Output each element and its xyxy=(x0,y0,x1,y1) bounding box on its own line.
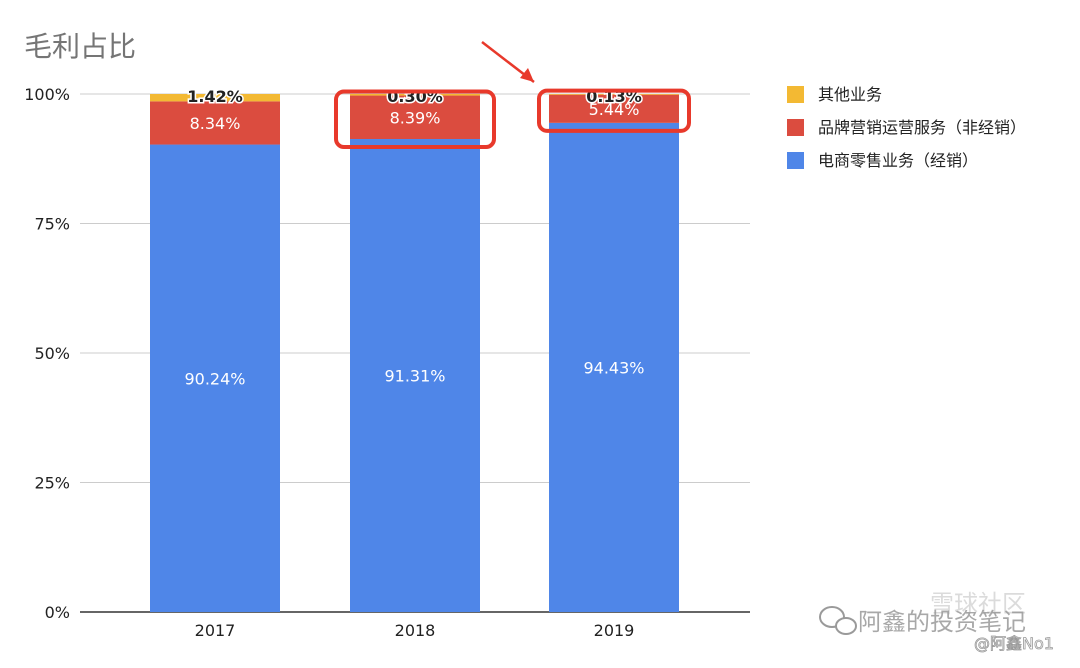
bars: 90.24%8.34%1.42%91.31%8.39%0.30%94.43%5.… xyxy=(150,86,679,612)
watermark-main: 阿鑫的投资笔记 xyxy=(858,608,1026,636)
y-tick-label: 50% xyxy=(34,344,70,363)
bar-segment xyxy=(150,94,280,102)
bar-segment xyxy=(150,101,280,145)
x-axis: 2017 2018 2019 xyxy=(195,621,635,640)
highlight-box xyxy=(334,89,496,150)
bar-segment xyxy=(549,94,679,123)
bar-segment xyxy=(549,94,679,95)
bar-segment xyxy=(549,122,679,612)
y-tick-label: 25% xyxy=(34,474,70,493)
chart-title: 毛利占比 xyxy=(24,30,136,63)
y-axis: 0% 25% 50% 75% 100% xyxy=(24,85,70,622)
annotations xyxy=(334,41,691,150)
data-label: 91.31% xyxy=(384,367,445,386)
x-tick-label: 2018 xyxy=(395,621,436,640)
wechat-icon xyxy=(819,606,857,635)
watermark: 阿鑫的投资笔记 @阿鑫No1 雪球社区 xyxy=(819,590,1054,653)
legend-swatch xyxy=(787,152,804,169)
y-tick-label: 0% xyxy=(45,603,70,622)
bar-segment xyxy=(150,144,280,612)
data-label: 94.43% xyxy=(583,358,644,377)
bar-segment xyxy=(350,139,480,612)
data-label: 5.44% xyxy=(589,100,640,119)
legend-label: 电商零售业务（经销） xyxy=(818,151,978,170)
arrow-head xyxy=(520,68,534,82)
legend-label: 品牌营销运营服务（非经销） xyxy=(818,118,1026,137)
legend-label: 其他业务 xyxy=(818,85,882,104)
watermark-sub: @阿鑫No1 xyxy=(974,634,1054,653)
highlight-box xyxy=(537,88,691,133)
x-tick-label: 2017 xyxy=(195,621,236,640)
data-label: 8.34% xyxy=(190,114,241,133)
x-tick-label: 2019 xyxy=(594,621,635,640)
y-tick-label: 100% xyxy=(24,85,70,104)
bar-segment xyxy=(350,95,480,140)
data-label: 8.39% xyxy=(390,108,441,127)
data-label: 90.24% xyxy=(184,369,245,388)
bar-segment xyxy=(350,94,480,96)
legend-swatch xyxy=(787,86,804,103)
legend-swatch xyxy=(787,119,804,136)
watermark-faint: 雪球社区 xyxy=(930,590,1026,618)
data-label: 1.42% xyxy=(187,87,243,106)
y-tick-label: 75% xyxy=(34,215,70,234)
